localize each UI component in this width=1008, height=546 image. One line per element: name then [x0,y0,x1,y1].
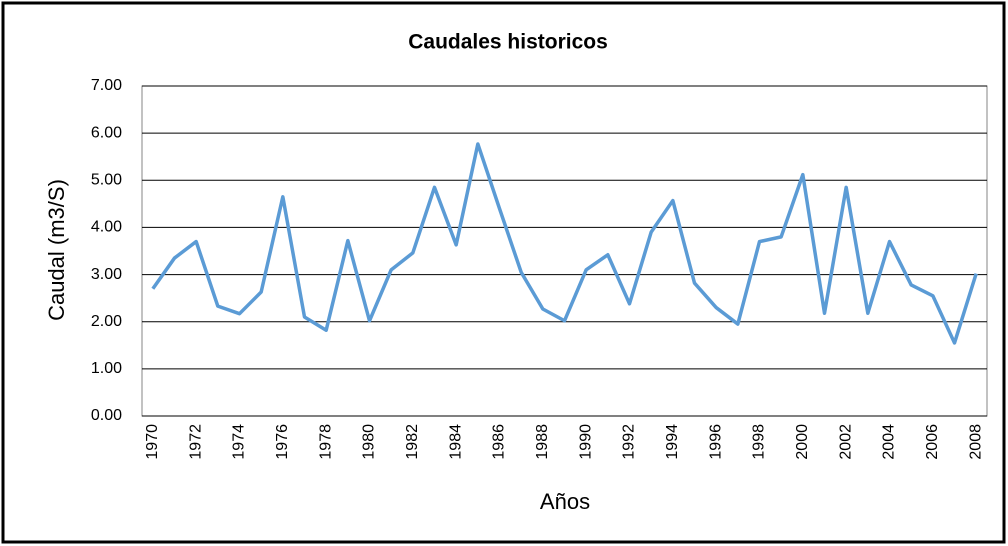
x-tick-label: 1970 [144,424,161,460]
y-tick-label: 4.00 [91,219,122,236]
y-tick-label: 0.00 [91,407,122,424]
x-tick-label: 1998 [751,424,768,460]
x-tick-label: 1972 [187,424,204,460]
y-tick-label: 1.00 [91,360,122,377]
x-tick-label: 1992 [621,424,638,460]
y-tick-label: 2.00 [91,313,122,330]
chart-title: Caudales historicos [408,31,608,54]
y-axis-label: Caudal (m3/S) [44,179,69,321]
x-tick-label: 1990 [577,424,594,460]
y-tick-label: 3.00 [91,266,122,283]
x-tick-label: 2004 [881,424,898,460]
x-tick-label: 1986 [491,424,508,460]
x-tick-label: 2002 [837,424,854,460]
y-tick-label: 7.00 [91,77,122,94]
data-line [151,142,978,345]
x-tick-label: 1996 [707,424,724,460]
x-tick-label: 1994 [664,424,681,460]
x-tick-label: 1978 [317,424,334,460]
x-tick-label: 2000 [794,424,811,460]
y-tick-label: 5.00 [91,172,122,189]
x-tick-label: 2008 [967,424,984,460]
x-tick-label: 1980 [361,424,378,460]
x-tick-label: 1976 [274,424,291,460]
x-tick-label: 1988 [534,424,551,460]
x-axis-label: Años [540,489,590,514]
x-tick-label: 1984 [447,424,464,460]
y-tick-label: 6.00 [91,124,122,141]
x-tick-label: 1974 [231,424,248,460]
x-tick-label: 1982 [404,424,421,460]
x-tick-label: 2006 [924,424,941,460]
